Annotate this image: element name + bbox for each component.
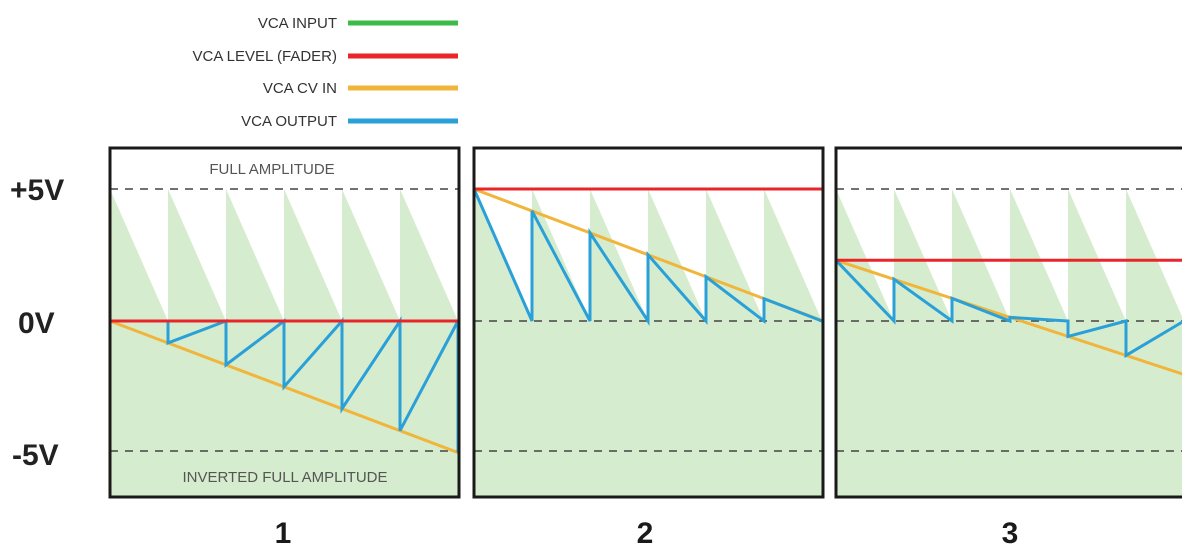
panel-number-1: 1 bbox=[275, 517, 292, 548]
panel-frame bbox=[472, 146, 825, 499]
panel-content bbox=[110, 148, 459, 497]
input-wave-tooth bbox=[590, 189, 648, 321]
input-wave-tooth bbox=[952, 189, 1010, 321]
panel-3 bbox=[834, 146, 1182, 499]
input-wave-tooth bbox=[284, 189, 342, 321]
panel-2 bbox=[472, 146, 825, 499]
legend-entry-vca-input: VCA INPUT bbox=[258, 15, 458, 32]
input-wave-tooth bbox=[836, 189, 894, 321]
caption-inverted-full-amplitude: INVERTED FULL AMPLITUDE bbox=[182, 469, 387, 486]
panel-frame bbox=[108, 146, 461, 499]
input-wave-tooth bbox=[1126, 189, 1182, 321]
axis-label-plus-5v: +5V bbox=[10, 174, 64, 207]
input-wave-tooth bbox=[764, 189, 822, 321]
legend-label-vca-cv-in: VCA CV IN bbox=[263, 80, 337, 97]
panel-content bbox=[836, 148, 1182, 497]
input-wave-tooth bbox=[532, 189, 590, 321]
output-wave bbox=[836, 259, 1182, 359]
legend-label-vca-output: VCA OUTPUT bbox=[241, 113, 337, 130]
panel-number-2: 2 bbox=[637, 517, 654, 548]
input-wave-tooth bbox=[226, 189, 284, 321]
panel-number-3: 3 bbox=[1002, 517, 1019, 548]
panel-content bbox=[474, 148, 823, 497]
axis-label-0v: 0V bbox=[18, 307, 55, 340]
legend-entry-vca-output: VCA OUTPUT bbox=[241, 113, 458, 130]
input-wave-tooth bbox=[1010, 189, 1068, 321]
legend: VCA INPUT VCA LEVEL (FADER) VCA CV IN VC… bbox=[193, 15, 458, 130]
legend-entry-vca-level: VCA LEVEL (FADER) bbox=[193, 48, 458, 65]
axis-label-minus-5v: -5V bbox=[12, 439, 59, 472]
negative-region-fill bbox=[474, 321, 823, 497]
input-wave-tooth bbox=[110, 189, 168, 321]
input-wave-tooth bbox=[168, 189, 226, 321]
legend-label-vca-input: VCA INPUT bbox=[258, 15, 337, 32]
legend-label-vca-level: VCA LEVEL (FADER) bbox=[193, 48, 338, 65]
input-wave-tooth bbox=[648, 189, 706, 321]
caption-full-amplitude: FULL AMPLITUDE bbox=[209, 161, 334, 178]
input-wave-tooth bbox=[1068, 189, 1126, 321]
panel-1 bbox=[108, 146, 461, 499]
negative-region-fill bbox=[836, 321, 1182, 497]
input-wave-tooth bbox=[400, 189, 458, 321]
legend-entry-vca-cv-in: VCA CV IN bbox=[263, 80, 458, 97]
panel-frame bbox=[834, 146, 1182, 499]
input-wave-tooth bbox=[342, 189, 400, 321]
